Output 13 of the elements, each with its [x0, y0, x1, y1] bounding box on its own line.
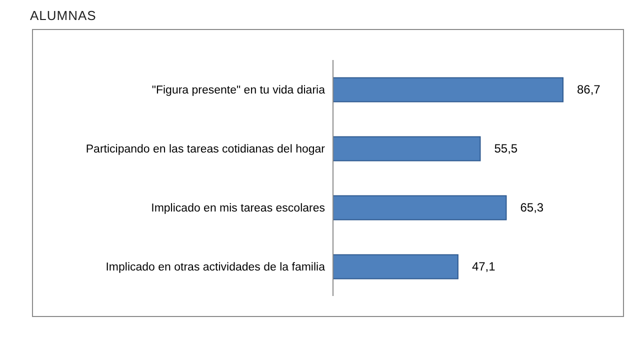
- data-label: 65,3: [520, 200, 544, 215]
- bar: [332, 136, 481, 162]
- data-label: 55,5: [494, 142, 518, 156]
- y-tick-label: "Figura presente" en tu vida diaria: [152, 84, 326, 97]
- data-label: 86,7: [577, 82, 601, 97]
- data-label: 47,1: [472, 260, 496, 274]
- bar: [332, 254, 458, 280]
- bar: [332, 77, 564, 102]
- y-tick-label: Participando en las tareas cotidianas del hogar: [86, 144, 326, 156]
- y-tick-label: Implicado en otras actividades de la familia: [106, 262, 326, 274]
- text: ALUMNAS: [30, 8, 98, 23]
- bar: [332, 195, 507, 220]
- y-tick-label: Implicado en mis tareas escolares: [151, 202, 326, 215]
